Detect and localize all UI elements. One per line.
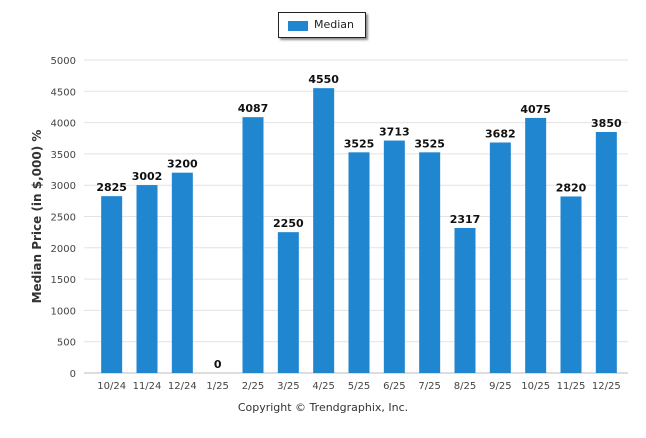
bar bbox=[595, 131, 617, 373]
bar bbox=[560, 196, 582, 373]
y-tick-label: 4500 bbox=[51, 87, 76, 98]
data-label: 3682 bbox=[485, 128, 516, 141]
x-tick-label: 3/25 bbox=[277, 381, 299, 392]
y-tick-label: 1500 bbox=[51, 275, 76, 286]
data-label: 3850 bbox=[591, 117, 622, 130]
legend-label: Median bbox=[314, 18, 355, 31]
y-axis-title: Median Price (in $,000) % bbox=[30, 130, 44, 304]
legend-swatch bbox=[288, 21, 308, 31]
x-tick-label: 10/25 bbox=[521, 381, 550, 392]
data-label: 3002 bbox=[132, 170, 163, 183]
y-tick-label: 3500 bbox=[51, 150, 76, 161]
legend: Median bbox=[278, 12, 366, 38]
bar bbox=[419, 152, 441, 373]
data-label: 2317 bbox=[450, 213, 481, 226]
data-label: 3200 bbox=[167, 158, 198, 171]
data-label: 4075 bbox=[520, 103, 551, 116]
x-tick-label: 11/24 bbox=[133, 381, 162, 392]
data-label: 2250 bbox=[273, 217, 304, 230]
data-label: 3525 bbox=[414, 137, 445, 150]
x-tick-label: 8/25 bbox=[454, 381, 476, 392]
x-tick-label: 11/25 bbox=[557, 381, 586, 392]
data-label: 3713 bbox=[379, 126, 410, 139]
y-tick-label: 2500 bbox=[51, 213, 76, 224]
data-label: 2820 bbox=[556, 181, 587, 194]
y-tick-label: 500 bbox=[57, 338, 76, 349]
y-tick-label: 1000 bbox=[51, 306, 76, 317]
x-tick-label: 12/24 bbox=[168, 381, 197, 392]
copyright-text: Copyright © Trendgraphix, Inc. bbox=[237, 401, 409, 414]
y-tick-label: 2000 bbox=[51, 244, 76, 255]
bar bbox=[242, 117, 264, 373]
y-tick-label: 3000 bbox=[51, 181, 76, 192]
x-tick-label: 1/25 bbox=[206, 381, 228, 392]
bar bbox=[454, 227, 476, 373]
x-tick-label: 10/24 bbox=[97, 381, 126, 392]
x-tick-label: 2/25 bbox=[242, 381, 264, 392]
data-label: 3525 bbox=[344, 137, 375, 150]
bar bbox=[171, 172, 193, 373]
bar bbox=[136, 185, 158, 373]
bar bbox=[313, 88, 335, 374]
x-tick-label: 12/25 bbox=[592, 381, 621, 392]
x-tick-label: 6/25 bbox=[383, 381, 405, 392]
bar bbox=[489, 142, 511, 373]
bar bbox=[525, 117, 547, 373]
x-tick-label: 9/25 bbox=[489, 381, 511, 392]
data-label: 4550 bbox=[308, 73, 339, 86]
bar bbox=[383, 140, 405, 373]
data-label: 4087 bbox=[238, 102, 269, 115]
bar bbox=[277, 232, 299, 373]
y-tick-label: 4000 bbox=[51, 119, 76, 130]
data-label: 2825 bbox=[96, 181, 127, 194]
y-tick-label: 0 bbox=[70, 369, 76, 380]
x-tick-label: 5/25 bbox=[348, 381, 370, 392]
x-tick-label: 7/25 bbox=[418, 381, 440, 392]
x-tick-label: 4/25 bbox=[312, 381, 334, 392]
bar bbox=[348, 152, 370, 373]
y-tick-label: 5000 bbox=[51, 56, 76, 67]
bar bbox=[101, 196, 123, 373]
data-label: 0 bbox=[214, 358, 222, 371]
